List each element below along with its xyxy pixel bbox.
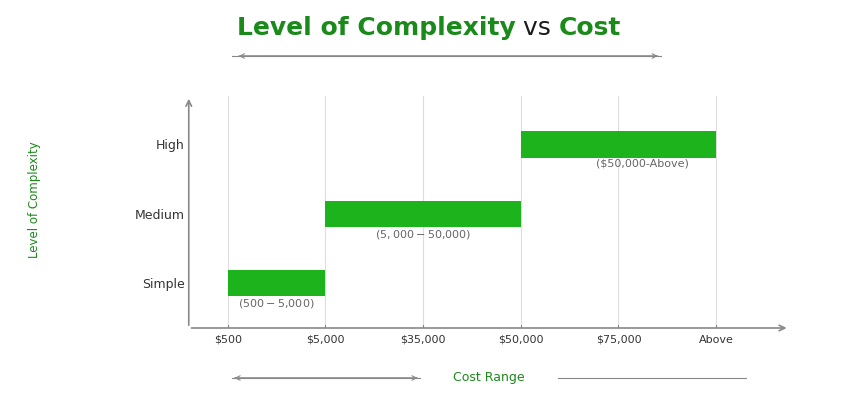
Text: Level of Complexity: Level of Complexity xyxy=(27,142,41,258)
Text: ($5,000-$50,000): ($5,000-$50,000) xyxy=(375,228,471,240)
Text: Cost: Cost xyxy=(559,16,621,40)
Bar xyxy=(325,200,521,227)
Text: ($50,000-Above): ($50,000-Above) xyxy=(596,158,689,168)
Bar xyxy=(228,270,325,296)
Text: Cost Range: Cost Range xyxy=(453,371,525,384)
Text: ($500-$5,000): ($500-$5,000) xyxy=(239,297,315,310)
Bar xyxy=(521,131,716,158)
Text: vs: vs xyxy=(516,16,559,40)
Text: Level of Complexity: Level of Complexity xyxy=(237,16,516,40)
